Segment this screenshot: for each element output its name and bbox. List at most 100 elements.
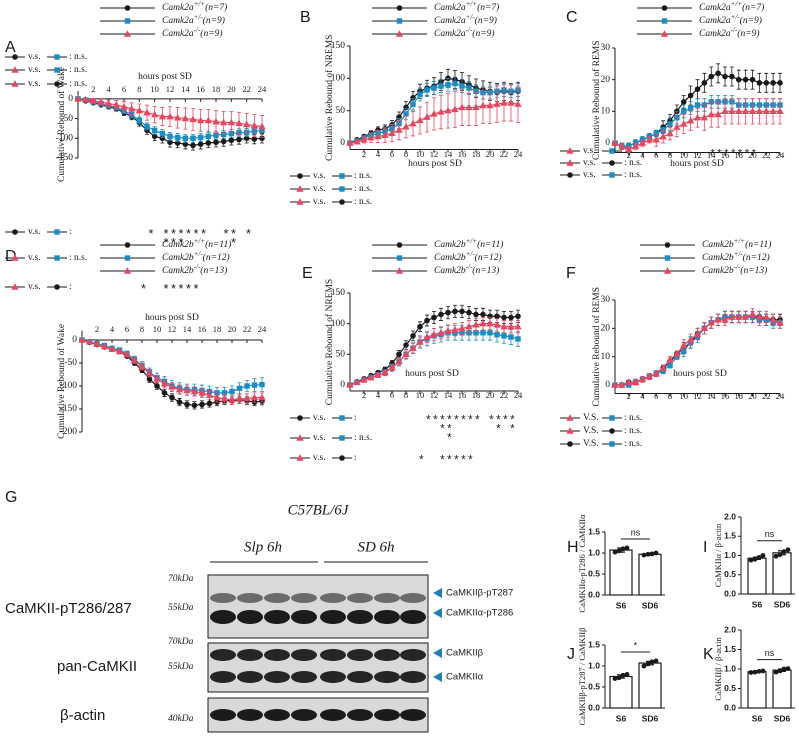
band	[374, 593, 400, 603]
band	[374, 671, 400, 683]
marker	[417, 323, 423, 330]
data-point	[641, 552, 647, 558]
comparison-text: v.s.	[583, 170, 596, 180]
x-tick-label: 16	[196, 84, 205, 94]
legend-label: Camk2b+/+(n=11)	[702, 237, 771, 251]
x-tick-label: 8	[137, 84, 141, 94]
marker	[735, 107, 743, 115]
comparison-result: : n.s.	[624, 170, 642, 180]
marker	[487, 330, 493, 336]
marker	[437, 328, 445, 336]
y-tick-label: 10	[601, 352, 611, 362]
marker	[402, 350, 410, 357]
marker	[227, 118, 235, 126]
marker	[673, 350, 681, 357]
band	[210, 671, 236, 683]
row-label: pan-CaMKII	[57, 658, 137, 675]
marker	[236, 136, 242, 143]
marker	[124, 255, 131, 261]
marker	[769, 316, 777, 323]
marker	[661, 18, 668, 24]
band	[264, 671, 290, 683]
marker	[189, 115, 197, 123]
x-tick-label: S6	[752, 713, 763, 723]
x-axis-title: hours post SD	[408, 159, 462, 169]
marker	[160, 379, 169, 387]
panel-letter: A	[5, 39, 16, 56]
marker	[707, 110, 715, 118]
comparison-text: V.S.	[583, 413, 599, 423]
marker	[138, 362, 146, 370]
marker	[381, 368, 389, 376]
comparison-text: v.s.	[313, 197, 326, 207]
legend-label: Camk2b+/+(n=11)	[434, 237, 503, 251]
marker	[402, 123, 410, 130]
marker	[388, 129, 396, 137]
marker	[297, 415, 303, 421]
marker	[686, 335, 695, 343]
marker	[82, 95, 90, 103]
y-tick-label: 2.0	[724, 511, 736, 521]
x-tick-label: 14	[181, 84, 190, 94]
x-tick-label: 12	[166, 84, 175, 94]
y-tick-label: 2.0	[724, 624, 736, 634]
y-axis-title: Cumulative Rebound of NREMS	[324, 279, 335, 405]
marker	[424, 87, 430, 93]
marker	[213, 132, 219, 138]
comparison-text: v.s.	[28, 65, 41, 75]
y-tick-label: 1.0	[588, 547, 600, 557]
comparison-result: : n.s.	[624, 158, 642, 168]
panel-letter: F	[566, 265, 576, 282]
marker	[777, 80, 783, 86]
strain: C57BL/6J	[288, 502, 350, 518]
comparison-text: v.s.	[583, 146, 596, 156]
marker	[360, 135, 368, 143]
marker	[708, 73, 715, 80]
marker	[472, 103, 480, 111]
x-tick-label: 16	[721, 391, 730, 401]
data-point	[748, 557, 754, 563]
band	[347, 593, 373, 603]
bar	[609, 675, 633, 709]
marker	[465, 322, 473, 330]
x-tick-label: 18	[735, 150, 744, 160]
marker	[625, 145, 633, 153]
panel-letter: B	[300, 9, 311, 26]
legend-label: Camk2a-/-(n=9)	[162, 26, 223, 40]
legend-label: Camk2a+/+(n=7)	[699, 0, 764, 13]
marker	[220, 118, 228, 126]
bar	[772, 552, 792, 595]
x-tick-label: 6	[654, 391, 658, 401]
data-point	[781, 549, 787, 555]
data-point	[653, 550, 659, 556]
marker	[664, 255, 671, 261]
x-tick-label: 20	[748, 150, 757, 160]
marker	[339, 199, 345, 205]
band	[237, 610, 263, 624]
marker	[611, 139, 619, 146]
marker	[728, 313, 736, 320]
y-tick-label: -50	[60, 114, 73, 124]
band	[291, 593, 317, 603]
legend-label: Camk2b-/-(n=13)	[702, 263, 767, 277]
marker	[749, 76, 756, 83]
series	[78, 336, 266, 405]
marker	[452, 80, 458, 87]
marker	[115, 347, 124, 355]
marker	[220, 138, 227, 145]
marker	[339, 455, 345, 461]
marker	[445, 82, 451, 88]
band-label: CaMKIIβ-pT287	[446, 588, 513, 599]
panel-letter: J	[567, 646, 575, 663]
marker	[168, 383, 176, 390]
marker	[174, 113, 182, 121]
x-tick-label: 22	[243, 324, 252, 334]
y-tick-label: 20	[601, 324, 611, 334]
comparison-result: :	[69, 227, 72, 237]
marker	[735, 313, 743, 320]
x-tick-label: 20	[486, 149, 495, 159]
marker	[191, 402, 198, 409]
marker	[664, 242, 671, 248]
y-tick-label: 10	[601, 107, 611, 117]
data-point	[620, 546, 626, 552]
